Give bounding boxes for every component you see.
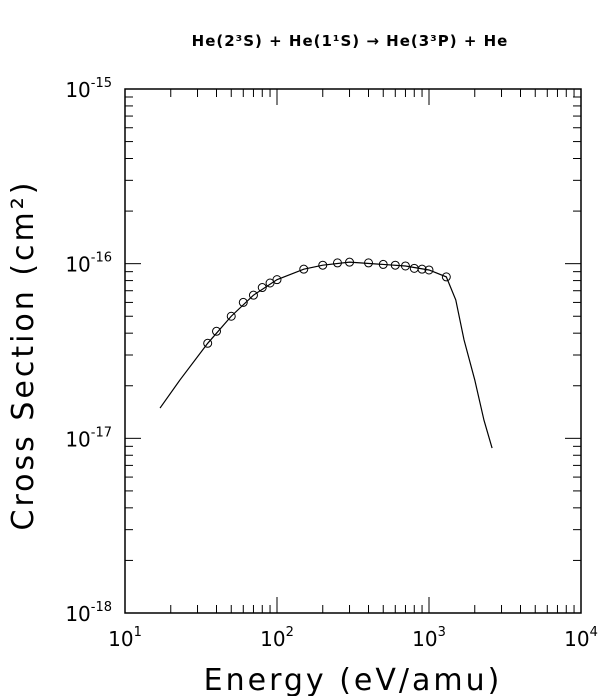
data-point	[238, 297, 248, 307]
tick-label: 10-17	[65, 425, 112, 451]
x-axis-label: Energy (eV/amu)	[204, 663, 503, 696]
tick-label: 101	[108, 625, 142, 651]
fit-curve	[159, 261, 493, 449]
tick-label: 104	[564, 625, 598, 651]
tick-label-exponent: 1	[134, 625, 142, 640]
data-point	[318, 260, 328, 270]
tick-label: 10-16	[65, 251, 112, 277]
data-point	[364, 258, 374, 268]
data-point	[424, 265, 434, 275]
tick-label-base: 10	[260, 627, 285, 651]
tick-label: 10-15	[65, 76, 112, 102]
tick-label-exponent: -15	[91, 76, 112, 91]
data-point	[345, 257, 355, 267]
tick-label-base: 10	[65, 602, 90, 626]
tick-label-exponent: -18	[91, 600, 112, 615]
tick-label: 102	[260, 625, 294, 651]
chart-title: He(2³S) + He(1¹S) → He(3³P) + He	[192, 32, 509, 50]
data-point	[299, 264, 309, 274]
tick-label: 10-18	[65, 600, 112, 626]
data-point	[390, 260, 400, 270]
tick-label-base: 10	[412, 627, 437, 651]
data-point	[417, 264, 427, 274]
tick-label-exponent: -17	[91, 425, 112, 440]
tick-label-exponent: 4	[590, 625, 598, 640]
data-point	[257, 283, 267, 293]
plot-frame	[124, 88, 582, 614]
tick-label: 103	[412, 625, 446, 651]
tick-label-base: 10	[564, 627, 589, 651]
data-point	[378, 259, 388, 269]
data-point	[272, 275, 282, 285]
tick-label-exponent: 3	[438, 625, 446, 640]
data-point	[441, 272, 451, 282]
tick-label-exponent: -16	[91, 251, 112, 266]
y-axis-label: Cross Section (cm²)	[6, 180, 41, 531]
tick-label-base: 10	[65, 427, 90, 451]
tick-label-exponent: 2	[286, 625, 294, 640]
data-point	[226, 311, 236, 321]
data-point	[203, 338, 213, 348]
data-point	[400, 261, 410, 271]
tick-label-base: 10	[108, 627, 133, 651]
data-point	[212, 326, 222, 336]
tick-label-base: 10	[65, 253, 90, 277]
tick-label-base: 10	[65, 78, 90, 102]
data-point	[248, 290, 258, 300]
data-point	[332, 258, 342, 268]
